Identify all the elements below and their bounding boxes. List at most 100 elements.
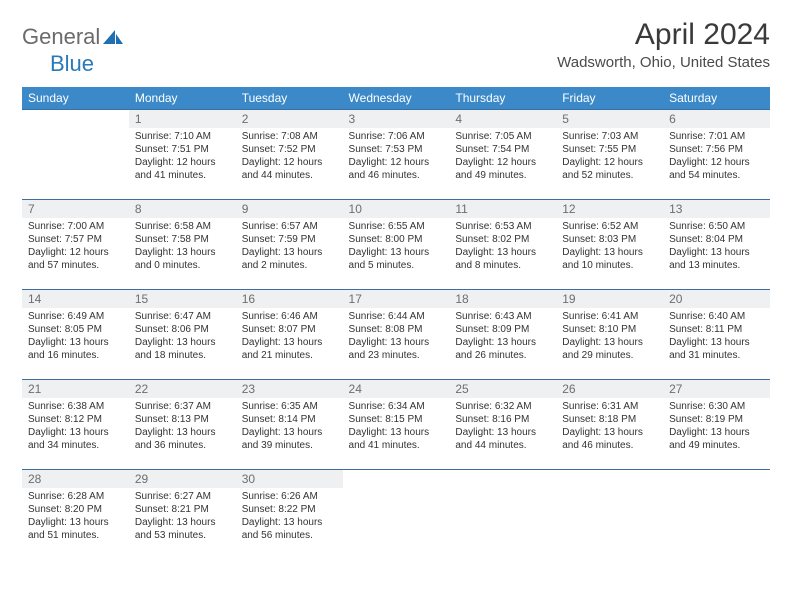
calendar-cell (343, 470, 450, 560)
day-number: 21 (22, 380, 129, 398)
day-day2: and 23 minutes. (349, 349, 444, 362)
day-number: 10 (343, 200, 450, 218)
day-day1: Daylight: 12 hours (562, 156, 657, 169)
calendar-cell: 27Sunrise: 6:30 AMSunset: 8:19 PMDayligh… (663, 380, 770, 470)
day-details: Sunrise: 6:26 AMSunset: 8:22 PMDaylight:… (242, 490, 337, 542)
day-sunset: Sunset: 8:20 PM (28, 503, 123, 516)
day-sunset: Sunset: 8:15 PM (349, 413, 444, 426)
day-day1: Daylight: 13 hours (242, 426, 337, 439)
day-details: Sunrise: 7:01 AMSunset: 7:56 PMDaylight:… (669, 130, 764, 182)
day-sunrise: Sunrise: 6:46 AM (242, 310, 337, 323)
day-day2: and 0 minutes. (135, 259, 230, 272)
day-day1: Daylight: 13 hours (135, 426, 230, 439)
day-day1: Daylight: 13 hours (669, 426, 764, 439)
day-day1: Daylight: 13 hours (28, 426, 123, 439)
calendar-cell: 6Sunrise: 7:01 AMSunset: 7:56 PMDaylight… (663, 110, 770, 200)
calendar-cell (449, 470, 556, 560)
day-details: Sunrise: 6:43 AMSunset: 8:09 PMDaylight:… (455, 310, 550, 362)
day-sunrise: Sunrise: 6:57 AM (242, 220, 337, 233)
day-day2: and 29 minutes. (562, 349, 657, 362)
day-day2: and 5 minutes. (349, 259, 444, 272)
calendar-cell: 13Sunrise: 6:50 AMSunset: 8:04 PMDayligh… (663, 200, 770, 290)
day-number: 11 (449, 200, 556, 218)
day-day1: Daylight: 12 hours (135, 156, 230, 169)
day-sunset: Sunset: 7:59 PM (242, 233, 337, 246)
calendar-cell: 18Sunrise: 6:43 AMSunset: 8:09 PMDayligh… (449, 290, 556, 380)
day-details: Sunrise: 6:57 AMSunset: 7:59 PMDaylight:… (242, 220, 337, 272)
day-details: Sunrise: 6:44 AMSunset: 8:08 PMDaylight:… (349, 310, 444, 362)
day-header: Saturday (663, 87, 770, 110)
day-sunrise: Sunrise: 6:28 AM (28, 490, 123, 503)
day-details: Sunrise: 6:40 AMSunset: 8:11 PMDaylight:… (669, 310, 764, 362)
day-details: Sunrise: 6:50 AMSunset: 8:04 PMDaylight:… (669, 220, 764, 272)
day-details: Sunrise: 7:00 AMSunset: 7:57 PMDaylight:… (28, 220, 123, 272)
day-sunset: Sunset: 8:10 PM (562, 323, 657, 336)
day-sunrise: Sunrise: 6:47 AM (135, 310, 230, 323)
day-header: Tuesday (236, 87, 343, 110)
day-day2: and 54 minutes. (669, 169, 764, 182)
day-day1: Daylight: 13 hours (562, 246, 657, 259)
day-sunset: Sunset: 8:00 PM (349, 233, 444, 246)
day-number: 25 (449, 380, 556, 398)
day-day2: and 18 minutes. (135, 349, 230, 362)
day-sunset: Sunset: 8:09 PM (455, 323, 550, 336)
day-sunrise: Sunrise: 7:05 AM (455, 130, 550, 143)
day-details: Sunrise: 6:58 AMSunset: 7:58 PMDaylight:… (135, 220, 230, 272)
day-day2: and 2 minutes. (242, 259, 337, 272)
day-sunrise: Sunrise: 6:55 AM (349, 220, 444, 233)
day-day2: and 36 minutes. (135, 439, 230, 452)
day-sunset: Sunset: 7:56 PM (669, 143, 764, 156)
day-day1: Daylight: 12 hours (349, 156, 444, 169)
day-header: Wednesday (343, 87, 450, 110)
day-day1: Daylight: 13 hours (135, 336, 230, 349)
day-details: Sunrise: 6:35 AMSunset: 8:14 PMDaylight:… (242, 400, 337, 452)
day-number: 16 (236, 290, 343, 308)
day-header: Sunday (22, 87, 129, 110)
day-day1: Daylight: 12 hours (669, 156, 764, 169)
day-number: 12 (556, 200, 663, 218)
day-sunset: Sunset: 8:05 PM (28, 323, 123, 336)
day-day2: and 8 minutes. (455, 259, 550, 272)
calendar-table: Sunday Monday Tuesday Wednesday Thursday… (22, 87, 770, 560)
day-sunrise: Sunrise: 6:40 AM (669, 310, 764, 323)
day-details: Sunrise: 6:53 AMSunset: 8:02 PMDaylight:… (455, 220, 550, 272)
day-sunset: Sunset: 8:19 PM (669, 413, 764, 426)
day-sunset: Sunset: 8:16 PM (455, 413, 550, 426)
calendar-week: 28Sunrise: 6:28 AMSunset: 8:20 PMDayligh… (22, 470, 770, 560)
logo-text-general: General (22, 24, 100, 50)
day-details: Sunrise: 6:52 AMSunset: 8:03 PMDaylight:… (562, 220, 657, 272)
day-details: Sunrise: 7:10 AMSunset: 7:51 PMDaylight:… (135, 130, 230, 182)
calendar-cell: 1Sunrise: 7:10 AMSunset: 7:51 PMDaylight… (129, 110, 236, 200)
day-day2: and 41 minutes. (135, 169, 230, 182)
day-details: Sunrise: 6:34 AMSunset: 8:15 PMDaylight:… (349, 400, 444, 452)
calendar-cell: 2Sunrise: 7:08 AMSunset: 7:52 PMDaylight… (236, 110, 343, 200)
calendar-week: 1Sunrise: 7:10 AMSunset: 7:51 PMDaylight… (22, 110, 770, 200)
calendar-cell: 10 Sunrise: 6:55 AMSunset: 8:00 PMDayligh… (343, 200, 450, 290)
day-day2: and 13 minutes. (669, 259, 764, 272)
day-day1: Daylight: 12 hours (28, 246, 123, 259)
calendar-week: 21 Sunrise: 6:38 AMSunset: 8:12 PMDayligh… (22, 380, 770, 470)
day-day1: Daylight: 13 hours (242, 246, 337, 259)
day-sunset: Sunset: 7:57 PM (28, 233, 123, 246)
day-sunset: Sunset: 8:11 PM (669, 323, 764, 336)
calendar-cell: 22Sunrise: 6:37 AMSunset: 8:13 PMDayligh… (129, 380, 236, 470)
calendar-cell: 23Sunrise: 6:35 AMSunset: 8:14 PMDayligh… (236, 380, 343, 470)
day-details: Sunrise: 7:05 AMSunset: 7:54 PMDaylight:… (455, 130, 550, 182)
day-sunrise: Sunrise: 7:01 AM (669, 130, 764, 143)
day-number: 20 (663, 290, 770, 308)
day-day2: and 31 minutes. (669, 349, 764, 362)
day-sunrise: Sunrise: 6:31 AM (562, 400, 657, 413)
day-day1: Daylight: 13 hours (349, 246, 444, 259)
day-day2: and 53 minutes. (135, 529, 230, 542)
day-day2: and 44 minutes. (242, 169, 337, 182)
day-day1: Daylight: 13 hours (135, 246, 230, 259)
day-sunset: Sunset: 8:21 PM (135, 503, 230, 516)
day-sunrise: Sunrise: 6:37 AM (135, 400, 230, 413)
day-details: Sunrise: 6:38 AMSunset: 8:12 PMDaylight:… (28, 400, 123, 452)
month-title: April 2024 (557, 18, 770, 52)
calendar-cell: 5Sunrise: 7:03 AMSunset: 7:55 PMDaylight… (556, 110, 663, 200)
day-day1: Daylight: 12 hours (455, 156, 550, 169)
day-sunrise: Sunrise: 6:49 AM (28, 310, 123, 323)
day-sunset: Sunset: 8:18 PM (562, 413, 657, 426)
calendar-cell: 16Sunrise: 6:46 AMSunset: 8:07 PMDayligh… (236, 290, 343, 380)
